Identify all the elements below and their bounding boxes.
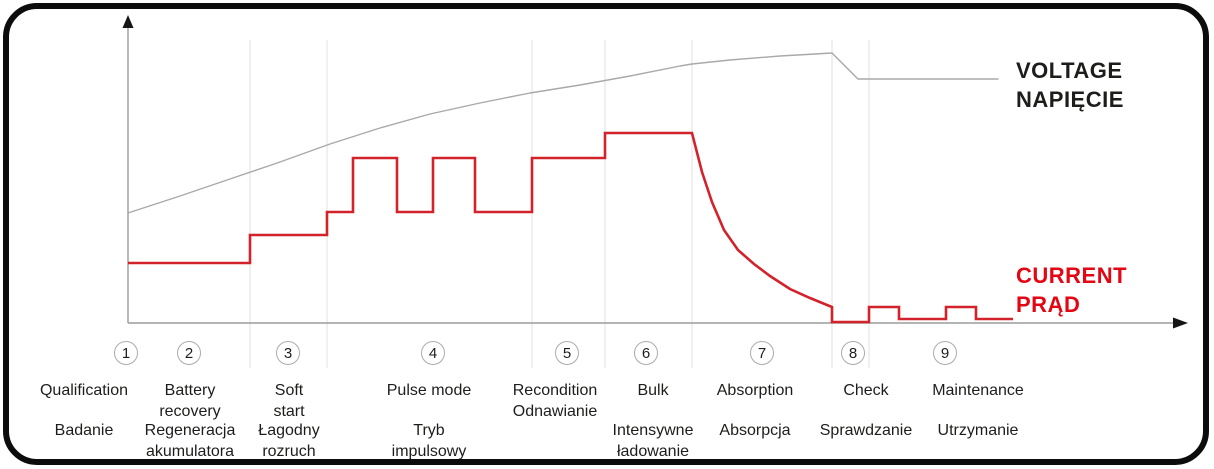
stage-label-en-4-line: Pulse mode: [386, 382, 472, 399]
stage-label-pl-3-line: rozruch: [262, 443, 316, 460]
voltage-legend-en: VOLTAGE: [1016, 58, 1123, 83]
stage-label-en-1: Qualification: [40, 380, 128, 401]
stage-label-pl-9: Utrzymanie: [938, 420, 1019, 441]
stage-circle-9: 9: [933, 341, 957, 365]
x-axis-arrow-icon: [1173, 317, 1188, 329]
current-legend-en: CURRENT: [1016, 263, 1128, 288]
stage-label-pl-4-line: Tryb: [413, 422, 445, 439]
stage-label-en-5-line: Odnawianie: [512, 403, 598, 420]
stage-label-en-9-line: Maintenance: [932, 382, 1024, 399]
stage-label-en-3-line: Soft: [274, 382, 304, 399]
current-curve: [128, 131, 1013, 324]
stage-label-en-1-line: Qualification: [39, 382, 129, 399]
stage-label-en-4: Pulse mode: [387, 380, 472, 401]
stage-circle-3: 3: [276, 341, 300, 365]
stage-label-en-7-line: Absorption: [716, 382, 794, 399]
stage-circle-6: 6: [634, 341, 658, 365]
stage-label-pl-4: Tryb impulsowy: [392, 420, 467, 462]
stage-label-pl-6-line: Intensywne: [612, 422, 694, 439]
stage-label-en-3: Soft start: [273, 380, 304, 422]
stage-label-pl-3-line: Łagodny: [258, 422, 320, 439]
stage-circle-7: 7: [750, 341, 774, 365]
stage-label-en-5: Recondition Odnawianie: [513, 380, 598, 422]
stage-label-pl-7: Absorpcja: [719, 420, 790, 441]
stage-circle-8: 8: [841, 341, 865, 365]
voltage-legend: VOLTAGE NAPIĘCIE: [1016, 56, 1124, 114]
stage-circle-1: 1: [114, 341, 138, 365]
stage-label-pl-6-line: ładowanie: [616, 443, 690, 460]
stage-label-en-5-line: Recondition: [512, 382, 598, 399]
stage-label-en-3-line: start: [273, 403, 305, 420]
stage-label-pl-2: Regeneracja akumulatora: [145, 420, 236, 462]
current-legend: CURRENT PRĄD: [1016, 261, 1127, 319]
stage-label-pl-6: Intensywne ładowanie: [613, 420, 694, 462]
stage-label-en-7: Absorption: [717, 380, 794, 401]
stage-label-pl-3: Łagodny rozruch: [258, 420, 319, 462]
stage-label-pl-9-line: Utrzymanie: [937, 422, 1019, 439]
stage-circle-4: 4: [421, 341, 445, 365]
y-axis-arrow-icon: [122, 15, 134, 28]
stage-circle-5: 5: [555, 341, 579, 365]
stage-circle-2: 2: [177, 341, 201, 365]
stage-label-en-9: Maintenance: [932, 380, 1024, 401]
stage-label-pl-2-line: Regeneracja: [144, 422, 236, 439]
current-legend-pl: PRĄD: [1016, 292, 1081, 317]
stage-label-pl-7-line: Absorpcja: [719, 422, 791, 439]
stage-label-en-8-line: Check: [843, 382, 889, 399]
stage-label-en-2: Battery recovery: [159, 380, 220, 422]
stage-label-en-6-line: Bulk: [637, 382, 669, 399]
voltage-legend-pl: NAPIĘCIE: [1016, 87, 1124, 112]
stage-label-pl-8: Sprawdzanie: [820, 420, 913, 441]
stage-label-en-8: Check: [843, 380, 888, 401]
stage-label-pl-8-line: Sprawdzanie: [819, 422, 913, 439]
stage-label-en-2-line: Battery: [164, 382, 216, 399]
stage-label-pl-2-line: akumulatora: [145, 443, 235, 460]
stage-label-en-6: Bulk: [637, 380, 668, 401]
voltage-curve: [127, 52, 999, 214]
stage-label-pl-4-line: impulsowy: [391, 443, 467, 460]
stage-label-pl-1: Badanie: [55, 420, 114, 441]
stage-label-pl-1-line: Badanie: [54, 422, 114, 439]
stage-label-en-2-line: recovery: [159, 403, 221, 420]
